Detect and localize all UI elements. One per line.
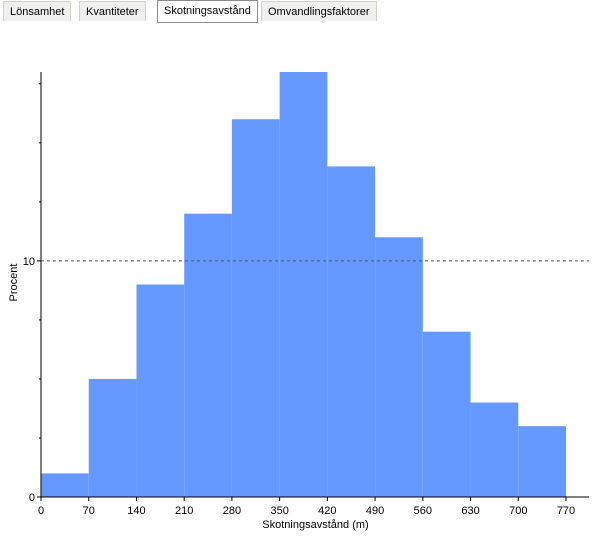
tab-bar: Lönsamhet Kvantiteter Skotningsavstånd O… [0,0,595,24]
y-tick-label: 10 [23,256,35,268]
x-tick-label: 140 [127,505,145,517]
histogram-svg: 0 70 140 210 280 350 420 490 560 630 700 770 0 10 Sk… [8,72,589,531]
y-ticks-group: 0 10 [23,83,41,504]
x-tick-label: 490 [366,505,384,517]
x-tick-label: 70 [83,505,95,517]
y-tick-label: 0 [29,492,35,504]
tab-skotningsavstand[interactable]: Skotningsavstånd [157,0,258,23]
bars-group [41,72,566,497]
tab-lonsamhet[interactable]: Lönsamhet [3,1,72,21]
histogram-bar-9 [470,402,519,497]
x-tick-label: 350 [270,505,288,517]
x-tick-label: 210 [175,505,193,517]
histogram-bar-7 [375,237,423,497]
histogram-bar-5 [279,72,328,497]
x-tick-label: 630 [461,505,479,517]
x-tick-label: 560 [414,505,432,517]
x-tick-label: 420 [318,505,336,517]
x-ticks-group: 0 70 140 210 280 350 420 490 560 630 700 770 [38,497,575,517]
x-axis-label: Skotningsavstånd (m) [262,519,368,531]
histogram-bar-8 [422,331,471,497]
x-tick-label: 0 [38,505,44,517]
x-tick-label: 280 [223,505,241,517]
histogram-bar-0 [41,473,89,497]
histogram-bar-4 [231,119,280,497]
x-tick-label: 770 [557,505,575,517]
tab-kvantiteter[interactable]: Kvantiteter [79,1,146,21]
tab-omvandlingsfaktorer[interactable]: Omvandlingsfaktorer [261,1,377,21]
x-tick-label: 700 [509,505,527,517]
histogram-chart: 0 70 140 210 280 350 420 490 560 630 700 770 0 10 Sk… [0,24,595,533]
y-axis-label: Procent [8,264,20,302]
histogram-bar-6 [327,166,376,497]
histogram-bar-10 [518,426,566,497]
histogram-bar-2 [136,284,185,497]
histogram-bar-1 [88,378,137,497]
histogram-bar-3 [184,213,232,497]
